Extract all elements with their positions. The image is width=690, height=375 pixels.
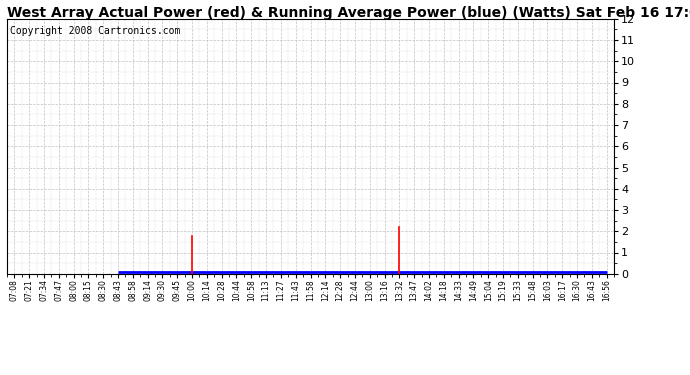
Text: West Array Actual Power (red) & Running Average Power (blue) (Watts) Sat Feb 16 : West Array Actual Power (red) & Running … [7, 6, 690, 20]
Text: Copyright 2008 Cartronics.com: Copyright 2008 Cartronics.com [10, 26, 180, 36]
